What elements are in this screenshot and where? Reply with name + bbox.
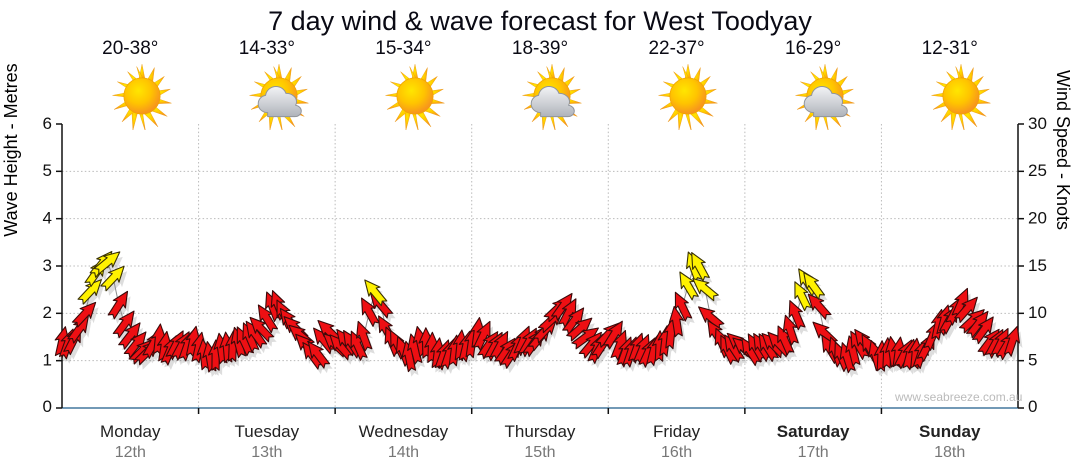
svg-text:5: 5 [1028, 351, 1037, 370]
svg-text:2: 2 [43, 303, 52, 322]
svg-text:0: 0 [1028, 397, 1037, 416]
svg-text:0: 0 [43, 397, 52, 416]
svg-text:5: 5 [43, 161, 52, 180]
svg-text:3: 3 [43, 256, 52, 275]
svg-text:4: 4 [43, 209, 52, 228]
svg-text:1: 1 [43, 351, 52, 370]
svg-text:25: 25 [1028, 161, 1047, 180]
svg-text:20: 20 [1028, 209, 1047, 228]
svg-text:30: 30 [1028, 114, 1047, 133]
svg-text:10: 10 [1028, 303, 1047, 322]
svg-text:15: 15 [1028, 256, 1047, 275]
svg-text:6: 6 [43, 114, 52, 133]
